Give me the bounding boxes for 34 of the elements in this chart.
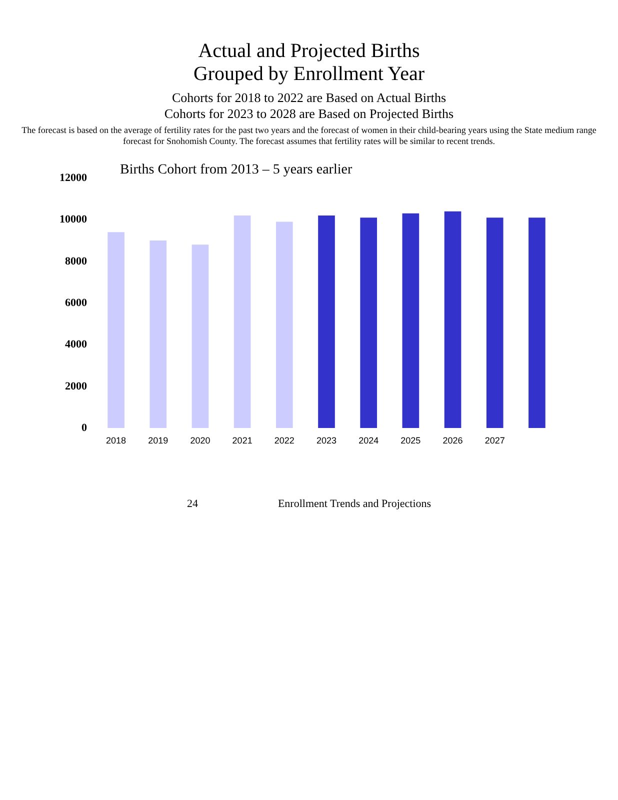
y-tick-label: 12000 <box>60 172 88 184</box>
x-tick-label: 2027 <box>484 435 505 446</box>
y-tick-label: 2000 <box>65 380 88 392</box>
x-tick-label: 2022 <box>274 435 294 446</box>
y-tick-label: 4000 <box>65 338 88 350</box>
x-tick-label: 2026 <box>442 435 463 446</box>
x-tick-label: 2018 <box>106 435 126 446</box>
bar <box>486 217 504 428</box>
x-tick-label: 2024 <box>358 435 379 446</box>
bar <box>444 211 462 428</box>
bar <box>402 213 420 428</box>
y-tick-label: 8000 <box>65 255 88 268</box>
bar <box>108 232 124 428</box>
bar <box>276 221 293 428</box>
chart-title: Actual and Projected Births Grouped by Enrollment Year <box>192 40 426 86</box>
text: 24 <box>186 498 198 510</box>
text: Enrollment Trends and Projections <box>278 498 432 510</box>
text: The forecast is based on the average of fertility rates for the past two years and the forecast of women in their child-bearing years using the State medium range forecast for Snohomish County. The forecast assumes that fertility rates will be similar to recent trends. <box>20 125 598 148</box>
x-tick-label: 2025 <box>400 435 421 446</box>
bar <box>192 244 209 428</box>
x-tick-label: 2020 <box>190 435 210 446</box>
y-tick-label: 6000 <box>65 296 88 309</box>
chart-subtitle: Cohorts for 2018 to 2022 are Based on Actual Births Cohorts for 2023 to 2028 are Based on Projected Births <box>163 90 455 122</box>
text: Births Cohort from 2013 – 5 years earlier <box>120 162 352 178</box>
x-tick-label: 2021 <box>232 435 252 446</box>
bar <box>150 240 167 428</box>
y-tick-label: 10000 <box>60 213 88 226</box>
y-tick-label: 0 <box>82 422 88 434</box>
bar <box>234 215 251 428</box>
x-tick-label: 2019 <box>148 435 168 446</box>
bar <box>360 217 378 428</box>
bar <box>528 217 546 428</box>
x-tick-label: 2023 <box>316 435 337 446</box>
bar <box>318 215 335 428</box>
